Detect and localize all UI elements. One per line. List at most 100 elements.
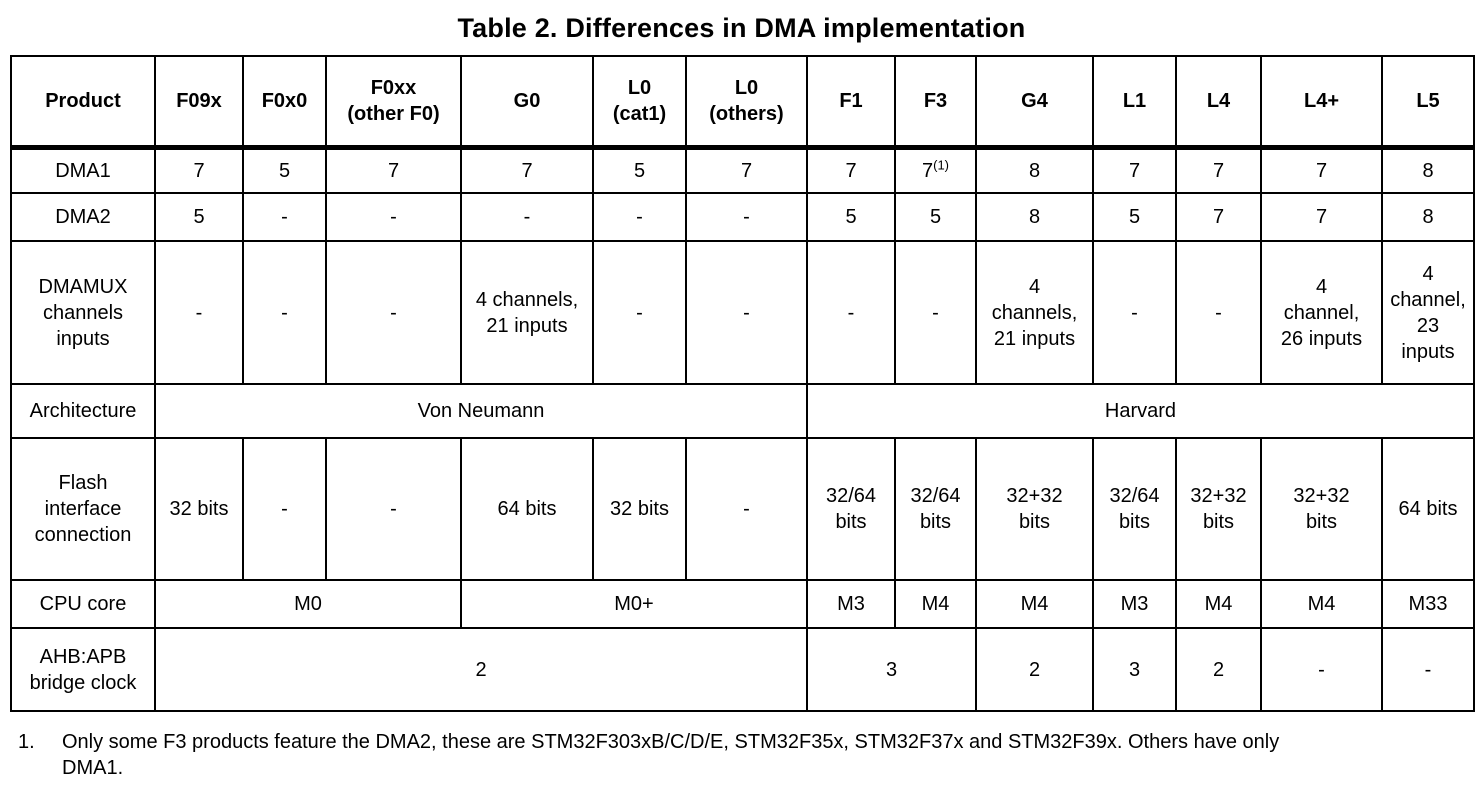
- col-header-l1: L1: [1092, 55, 1177, 150]
- footnote-ref: (1): [933, 157, 949, 173]
- cell-dmamux: 4 channels, 21 inputs: [460, 240, 594, 385]
- cell-dma2: 5: [154, 192, 244, 242]
- cell-ahb: -: [1381, 627, 1475, 712]
- row-label-ahb-apb: AHB:APB bridge clock: [10, 627, 156, 712]
- cell-cpu-m0: M0: [154, 579, 462, 629]
- cell-dmamux: -: [242, 240, 327, 385]
- cell-dma1: 7: [325, 146, 462, 194]
- col-header-l0-cat1: L0 (cat1): [592, 55, 687, 150]
- cell-cpu-m0plus: M0+: [460, 579, 808, 629]
- cell-flash: 32/64 bits: [894, 437, 977, 581]
- row-cpu-core: CPU core M0 M0+ M3 M4 M4 M3 M4 M4 M33: [10, 579, 1475, 629]
- col-header-f1: F1: [806, 55, 896, 150]
- footnote: 1. Only some F3 products feature the DMA…: [10, 729, 1473, 782]
- cell-dma2: 5: [1092, 192, 1177, 242]
- cell-cpu: M3: [1092, 579, 1177, 629]
- cell-ahb: 2: [1175, 627, 1262, 712]
- cell-dma2: -: [242, 192, 327, 242]
- col-header-f0x0: F0x0: [242, 55, 327, 150]
- row-label-architecture: Architecture: [10, 383, 156, 439]
- cell-dma2: 8: [975, 192, 1094, 242]
- cell-cpu: M3: [806, 579, 896, 629]
- cell-flash: 32+32 bits: [1175, 437, 1262, 581]
- row-dma1: DMA1 7 5 7 7 5 7 7 7(1) 8 7 7 7 8: [10, 146, 1475, 194]
- cell-flash: -: [325, 437, 462, 581]
- col-header-l0-others: L0 (others): [685, 55, 808, 150]
- cell-dma1-f3: 7(1): [894, 146, 977, 194]
- cell-dma2: 5: [806, 192, 896, 242]
- row-architecture: Architecture Von Neumann Harvard: [10, 383, 1475, 439]
- cell-flash: 32/64 bits: [806, 437, 896, 581]
- footnote-text: Only some F3 products feature the DMA2, …: [62, 731, 1280, 780]
- row-label-flash: Flash interface connection: [10, 437, 156, 581]
- cell-dma1: 7: [806, 146, 896, 194]
- cell-architecture-harvard: Harvard: [806, 383, 1475, 439]
- cell-dma1: 8: [975, 146, 1094, 194]
- col-header-f09x: F09x: [154, 55, 244, 150]
- cell-flash: -: [242, 437, 327, 581]
- cell-dma1: 7: [154, 146, 244, 194]
- cell-cpu: M4: [975, 579, 1094, 629]
- cell-dma2: 8: [1381, 192, 1475, 242]
- cell-dma2: 7: [1175, 192, 1262, 242]
- cell-flash: 32+32 bits: [1260, 437, 1383, 581]
- col-header-l4: L4: [1175, 55, 1262, 150]
- row-label-dmamux: DMAMUX channels inputs: [10, 240, 156, 385]
- cell-dmamux: -: [592, 240, 687, 385]
- cell-dma1: 5: [242, 146, 327, 194]
- cell-dmamux: -: [154, 240, 244, 385]
- cell-dmamux: 4 channel, 23 inputs: [1381, 240, 1475, 385]
- cell-cpu: M4: [1175, 579, 1262, 629]
- row-label-cpu-core: CPU core: [10, 579, 156, 629]
- cell-flash: 32+32 bits: [975, 437, 1094, 581]
- cell-dma1: 7: [1092, 146, 1177, 194]
- cell-flash: 32/64 bits: [1092, 437, 1177, 581]
- col-header-f3: F3: [894, 55, 977, 150]
- row-ahb-apb: AHB:APB bridge clock 2 3 2 3 2 - -: [10, 627, 1475, 712]
- col-header-product: Product: [10, 55, 156, 150]
- cell-flash: 32 bits: [154, 437, 244, 581]
- row-dma2: DMA2 5 - - - - - 5 5 8 5 7 7 8: [10, 192, 1475, 242]
- footnote-number: 1.: [18, 731, 35, 753]
- cell-dma2: -: [685, 192, 808, 242]
- cell-dmamux: -: [325, 240, 462, 385]
- col-header-l4plus: L4+: [1260, 55, 1383, 150]
- cell-ahb-left-span: 2: [154, 627, 808, 712]
- col-header-g0: G0: [460, 55, 594, 150]
- cell-dma2: 7: [1260, 192, 1383, 242]
- cell-cpu: M4: [1260, 579, 1383, 629]
- cell-dma2: -: [325, 192, 462, 242]
- cell-dmamux: -: [1092, 240, 1177, 385]
- cell-dma2: -: [592, 192, 687, 242]
- cell-dma2: -: [460, 192, 594, 242]
- cell-dma1: 7: [685, 146, 808, 194]
- cell-dma1: 7: [1260, 146, 1383, 194]
- cell-flash: 64 bits: [460, 437, 594, 581]
- cell-dmamux: -: [894, 240, 977, 385]
- cell-dmamux: -: [685, 240, 808, 385]
- row-label-dma1: DMA1: [10, 146, 156, 194]
- cell-architecture-von-neumann: Von Neumann: [154, 383, 808, 439]
- row-dmamux: DMAMUX channels inputs - - - 4 channels,…: [10, 240, 1475, 385]
- cell-dmamux: -: [1175, 240, 1262, 385]
- cell-cpu: M4: [894, 579, 977, 629]
- cell-flash: 64 bits: [1381, 437, 1475, 581]
- dma-differences-table: Product F09x F0x0 F0xx (other F0) G0 L0 …: [10, 55, 1475, 712]
- cell-dmamux: -: [806, 240, 896, 385]
- row-flash: Flash interface connection 32 bits - - 6…: [10, 437, 1475, 581]
- cell-dmamux: 4 channels, 21 inputs: [975, 240, 1094, 385]
- col-header-l5: L5: [1381, 55, 1475, 150]
- cell-dma1: 7: [1175, 146, 1262, 194]
- header-row: Product F09x F0x0 F0xx (other F0) G0 L0 …: [10, 55, 1475, 150]
- cell-ahb: 2: [975, 627, 1094, 712]
- cell-dma1: 7: [460, 146, 594, 194]
- cell-dma2: 5: [894, 192, 977, 242]
- cell-flash: 32 bits: [592, 437, 687, 581]
- table-title: Table 2. Differences in DMA implementati…: [457, 13, 1026, 43]
- cell-flash: -: [685, 437, 808, 581]
- cell-dma1-f3-value: 7: [921, 159, 934, 182]
- cell-ahb: -: [1260, 627, 1383, 712]
- col-header-g4: G4: [975, 55, 1094, 150]
- cell-ahb: 3: [1092, 627, 1177, 712]
